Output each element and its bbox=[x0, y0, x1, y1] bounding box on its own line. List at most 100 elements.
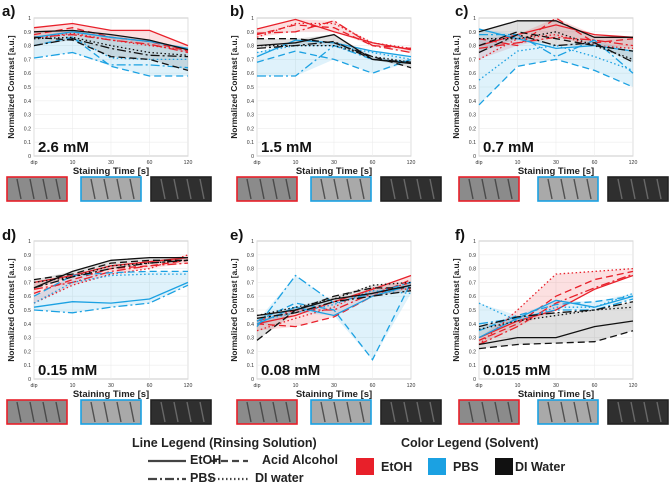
series-line-etoh-di-water bbox=[33, 254, 189, 304]
series-line-etoh-acid-alcohol bbox=[478, 270, 634, 341]
panel-letter: e) bbox=[230, 227, 243, 244]
thumbnail-fiber-stripe bbox=[272, 178, 278, 200]
sample-thumbnail bbox=[310, 176, 372, 202]
y-tick-label: 0.2 bbox=[469, 126, 476, 132]
y-tick-label: 0 bbox=[473, 377, 476, 383]
x-tick-label: 60 bbox=[147, 160, 153, 166]
thumbnail-image bbox=[380, 399, 442, 425]
thumbnail-fiber-stripe bbox=[429, 401, 435, 423]
envelope-etoh bbox=[34, 254, 188, 304]
series-line-di-water-acid-alcohol bbox=[256, 287, 411, 341]
y-tick-label: 0.6 bbox=[469, 294, 476, 300]
x-tick-label: 60 bbox=[592, 160, 598, 166]
series-line-pbs-di-water bbox=[478, 292, 634, 322]
series-line-etoh-acid-alcohol bbox=[256, 24, 412, 50]
series-line-di-water-di-water bbox=[479, 31, 634, 61]
thumbnail-fiber-stripe bbox=[160, 401, 166, 423]
series-line-pbs-pbs bbox=[478, 298, 634, 325]
series-line-pbs-pbs bbox=[33, 284, 189, 314]
thumbnail-fiber-stripe bbox=[160, 178, 166, 200]
y-tick-label: 0 bbox=[28, 154, 31, 160]
series-line-di-water-etoh bbox=[33, 29, 189, 51]
sample-thumbnail bbox=[380, 176, 442, 202]
thumbnail-fiber-stripe bbox=[16, 178, 22, 200]
x-tick-label: 10 bbox=[515, 160, 521, 166]
envelope-etoh bbox=[479, 18, 633, 60]
envelope-etoh bbox=[257, 19, 411, 53]
thumbnail-fiber-stripe bbox=[246, 401, 252, 423]
color-legend-swatch-etoh bbox=[356, 458, 374, 475]
y-tick-label: 0.1 bbox=[469, 140, 476, 146]
y-tick-label: 0 bbox=[251, 154, 254, 160]
y-tick-label: 0.4 bbox=[247, 322, 254, 328]
x-tick-label: dip bbox=[476, 160, 483, 166]
thumbnail-fiber-stripe bbox=[129, 178, 135, 200]
series-line-etoh-pbs bbox=[33, 33, 189, 54]
y-tick-label: 0.6 bbox=[469, 71, 476, 77]
y-tick-label: 0.2 bbox=[24, 349, 31, 355]
thumbnail-fiber-stripe bbox=[643, 178, 649, 200]
thumbnail-fiber-stripe bbox=[103, 401, 109, 423]
panel-letter: c) bbox=[455, 3, 468, 20]
thumbnail-fiber-stripe bbox=[617, 178, 623, 200]
chart-panel-2: 0 0.1 0.2 0.3 0.4 0.5 0.6 0.7 0.8 0.9 1 dip 10 30 60 12… bbox=[229, 3, 442, 202]
y-tick-label: 0.8 bbox=[469, 44, 476, 50]
panel-letter: a) bbox=[2, 3, 15, 20]
x-tick-label: 10 bbox=[293, 160, 299, 166]
series-line-etoh-di-water bbox=[478, 267, 634, 345]
thumbnail-fiber-stripe bbox=[55, 401, 61, 423]
thumbnail-fiber-stripe bbox=[390, 401, 396, 423]
thumbnail-fiber-stripe bbox=[429, 178, 435, 200]
thumbnail-fiber-stripe bbox=[199, 401, 205, 423]
y-tick-label: 0.4 bbox=[24, 322, 31, 328]
y-tick-label: 0.2 bbox=[247, 126, 254, 132]
series-line-pbs-di-water bbox=[256, 290, 412, 322]
thumbnail-fiber-stripe bbox=[494, 401, 500, 423]
thumbnail-fiber-stripe bbox=[573, 401, 579, 423]
thumbnail-fiber-stripe bbox=[246, 178, 252, 200]
sample-thumbnail bbox=[310, 399, 372, 425]
x-tick-label: 120 bbox=[407, 383, 416, 389]
line-legend-pbs-label: PBS bbox=[190, 471, 216, 485]
thumbnail-fiber-stripe bbox=[333, 178, 339, 200]
series-line-di-water-etoh bbox=[478, 320, 634, 346]
line-legend-di-water-label: DI water bbox=[255, 471, 304, 485]
x-tick-label: 30 bbox=[331, 383, 337, 389]
thumbnail-fiber-stripe bbox=[630, 401, 636, 423]
x-tick-label: 30 bbox=[331, 160, 337, 166]
series-line-di-water-etoh bbox=[478, 20, 633, 38]
y-tick-label: 0 bbox=[251, 377, 254, 383]
series-line-pbs-di-water bbox=[478, 44, 634, 81]
thumbnail-fiber-stripe bbox=[333, 401, 339, 423]
y-tick-label: 0.9 bbox=[247, 30, 254, 36]
sample-thumbnail bbox=[150, 176, 212, 202]
y-tick-label: 0.5 bbox=[24, 308, 31, 314]
chart-panel-3: 0 0.1 0.2 0.3 0.4 0.5 0.6 0.7 0.8 0.9 1 dip 10 30 60 12… bbox=[451, 3, 669, 202]
thumbnail-fiber-stripe bbox=[29, 178, 35, 200]
x-tick-label: dip bbox=[254, 160, 261, 166]
envelope-di-water bbox=[479, 20, 633, 63]
thumbnail-fiber-stripe bbox=[416, 178, 422, 200]
thumbnail-fiber-stripe bbox=[560, 178, 566, 200]
thumbnail-fiber-stripe bbox=[481, 401, 487, 423]
series-line-etoh-pbs bbox=[256, 20, 412, 54]
y-tick-label: 0.3 bbox=[247, 113, 254, 119]
y-tick-label: 0.3 bbox=[469, 113, 476, 119]
thumbnail-fiber-stripe bbox=[586, 401, 592, 423]
color-legend-di-water-label: DI Water bbox=[515, 460, 566, 474]
thumbnail-fiber-stripe bbox=[359, 178, 365, 200]
series-line-pbs-etoh bbox=[478, 295, 634, 339]
thumbnail-fiber-stripe bbox=[16, 401, 22, 423]
y-tick-label: 0.8 bbox=[24, 267, 31, 273]
x-tick-label: 120 bbox=[184, 383, 193, 389]
thumbnail-fiber-stripe bbox=[507, 401, 513, 423]
x-tick-label: 60 bbox=[370, 383, 376, 389]
y-tick-label: 0.7 bbox=[469, 280, 476, 286]
thumbnail-fiber-stripe bbox=[116, 401, 122, 423]
thumbnail-fiber-stripe bbox=[643, 401, 649, 423]
y-tick-label: 0.3 bbox=[24, 113, 31, 119]
series-line-etoh-etoh bbox=[478, 24, 634, 47]
sample-thumbnail bbox=[6, 176, 68, 202]
x-tick-label: 10 bbox=[70, 160, 76, 166]
thumbnail-fiber-stripe bbox=[186, 178, 192, 200]
